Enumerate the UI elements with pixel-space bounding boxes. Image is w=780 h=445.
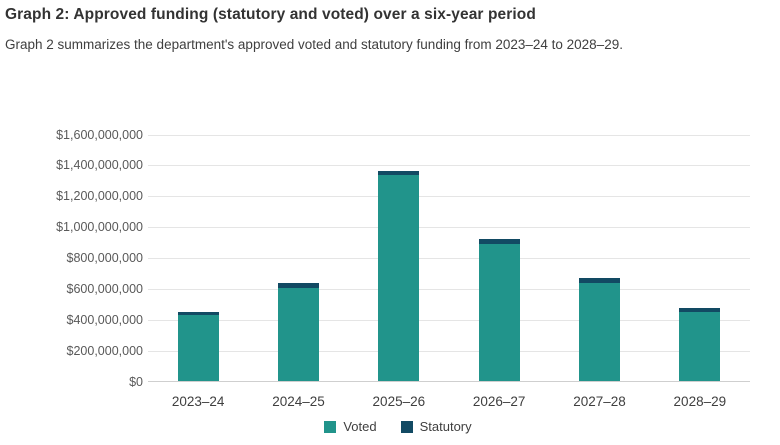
- gridline: [148, 196, 750, 198]
- x-axis-tick-label: 2024–25: [272, 394, 325, 409]
- y-axis-tick-label: $600,000,000: [66, 281, 143, 296]
- gridline: [148, 227, 750, 229]
- y-axis-tick-label: $1,600,000,000: [56, 127, 143, 142]
- plot-area: [148, 134, 750, 382]
- bar-segment-statutory-2025–26: [378, 171, 420, 175]
- bar-segment-statutory-2023–24: [177, 311, 219, 315]
- bar-segment-voted-2027–28: [579, 282, 620, 381]
- legend-item-statutory: Statutory: [400, 419, 472, 434]
- x-axis-tick-label: 2028–29: [673, 394, 727, 409]
- x-axis-tick-label: 2027–28: [573, 394, 626, 409]
- bar-segment-voted-2026–27: [478, 243, 520, 381]
- bar-segment-voted-2023–24: [177, 314, 219, 381]
- chart-legend: Voted Statutory: [8, 419, 780, 434]
- y-axis-tick-label: $200,000,000: [66, 343, 143, 358]
- gridline: [148, 319, 750, 321]
- y-axis-tick-label: $1,000,000,000: [56, 220, 143, 235]
- gridline: [148, 165, 750, 167]
- y-axis-tick-label: $800,000,000: [66, 251, 143, 265]
- graph-title: Graph 2: Approved funding (statutory and…: [5, 6, 536, 23]
- legend-label: Voted: [343, 419, 377, 434]
- bar-segment-statutory-2024–25: [278, 282, 319, 288]
- graph-subtitle: Graph 2 summarizes the department's appr…: [5, 37, 623, 52]
- x-axis-tick-label: 2025–26: [372, 394, 426, 409]
- y-axis-tick-label: $400,000,000: [66, 312, 143, 327]
- y-axis-tick-label: $1,400,000,000: [56, 158, 143, 173]
- legend-label: Statutory: [419, 419, 472, 434]
- x-axis-tick-label: 2026–27: [472, 394, 526, 409]
- bar-segment-statutory-2027–28: [579, 278, 620, 283]
- bar-segment-voted-2028–29: [679, 312, 721, 381]
- bar-segment-statutory-2026–27: [478, 238, 520, 244]
- bar-segment-voted-2024–25: [278, 287, 319, 381]
- gridline: [148, 258, 750, 259]
- legend-item-voted: Voted: [324, 419, 377, 434]
- gridline: [148, 134, 750, 136]
- legend-swatch-icon: [324, 420, 337, 433]
- bar-segment-statutory-2028–29: [679, 308, 721, 313]
- legend-swatch-icon: [400, 420, 413, 433]
- gridline: [148, 350, 750, 352]
- gridline: [148, 288, 750, 290]
- y-axis-tick-label: $0: [129, 374, 143, 389]
- x-axis-tick-label: 2023–24: [171, 394, 225, 409]
- bar-segment-voted-2025–26: [378, 174, 420, 381]
- y-axis-tick-label: $1,200,000,000: [56, 189, 143, 204]
